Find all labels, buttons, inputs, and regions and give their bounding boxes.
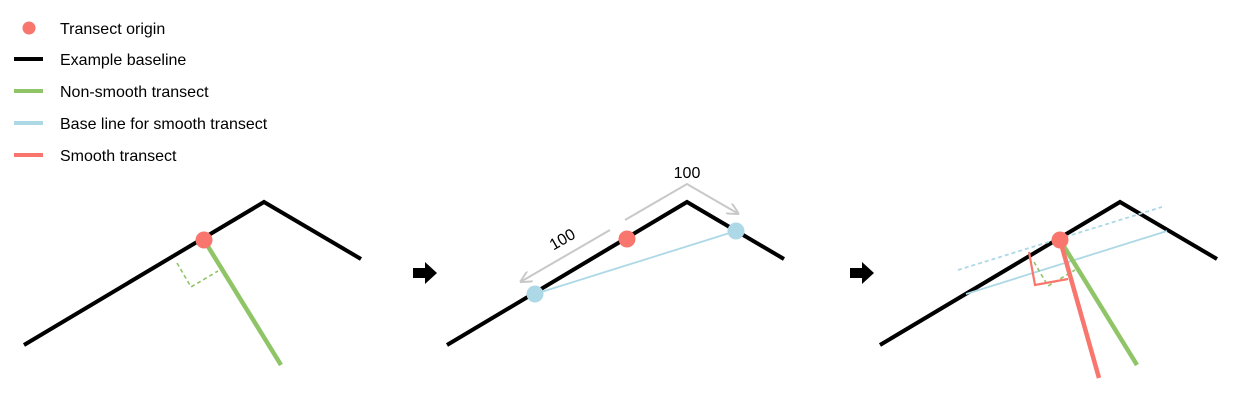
right-arrow-icon [413,262,437,284]
legend-item-nonsmooth: Non-smooth transect [14,84,209,101]
legend-item-origin: Transect origin [22,21,165,38]
right-arrow-icon [850,262,874,284]
panel3-nonsmooth-transect [1058,238,1139,367]
legend-label-smooth-base: Base line for smooth transect [60,116,268,133]
legend-label-baseline: Example baseline [60,52,186,69]
legend-label-nonsmooth: Non-smooth transect [60,84,209,101]
panel-1 [22,199,363,367]
panel3-smooth-transect [1057,239,1102,379]
panel2-baseline [445,199,786,347]
panel2-measure-left [522,229,611,281]
panel2-right-sample-point [727,222,745,240]
legend-label-origin: Transect origin [60,21,165,38]
legend: Transect origin Example baseline Non-smo… [14,21,268,165]
legend-label-smooth: Smooth transect [60,148,177,165]
legend-item-smooth-base: Base line for smooth transect [14,116,268,133]
panel2-distance-right-label: 100 [674,165,701,182]
panel2-smooth-base-line [534,230,737,295]
panel1-right-angle-marker [176,262,219,289]
panel2-measure-right [624,182,737,221]
panel1-transect-origin [195,231,213,249]
panel3-nonsmooth-right-angle-marker [1033,261,1076,288]
panel-2: 100 100 [445,165,786,347]
legend-origin-swatch [22,21,36,35]
panel2-left-sample-point [526,285,544,303]
panel3-smooth-right-angle-marker [1027,251,1069,287]
panel2-transect-origin [618,230,636,248]
panel1-nonsmooth-transect [202,238,283,367]
legend-item-smooth: Smooth transect [14,148,177,165]
legend-item-baseline: Example baseline [14,52,186,69]
panel1-baseline [22,199,363,347]
panel-3 [878,199,1219,379]
panel3-transect-origin [1051,231,1069,249]
panel3-baseline [878,199,1219,347]
